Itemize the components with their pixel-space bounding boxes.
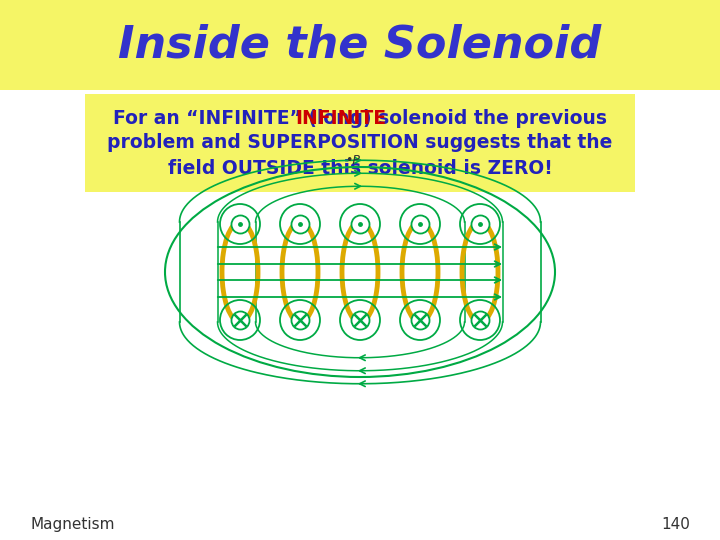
Text: problem and SUPERPOSITION suggests that the: problem and SUPERPOSITION suggests that … (107, 133, 613, 152)
Text: For an “INFINITE” (long) solenoid the previous: For an “INFINITE” (long) solenoid the pr… (113, 109, 607, 127)
Text: INFINITE: INFINITE (295, 109, 386, 127)
Text: Magnetism: Magnetism (30, 517, 114, 532)
FancyBboxPatch shape (85, 94, 635, 192)
Text: Inside the Solenoid: Inside the Solenoid (118, 24, 602, 66)
FancyBboxPatch shape (0, 0, 720, 90)
Text: field OUTSIDE this solenoid is ZERO!: field OUTSIDE this solenoid is ZERO! (168, 159, 552, 178)
Text: 140: 140 (661, 517, 690, 532)
Text: •P: •P (345, 154, 360, 167)
